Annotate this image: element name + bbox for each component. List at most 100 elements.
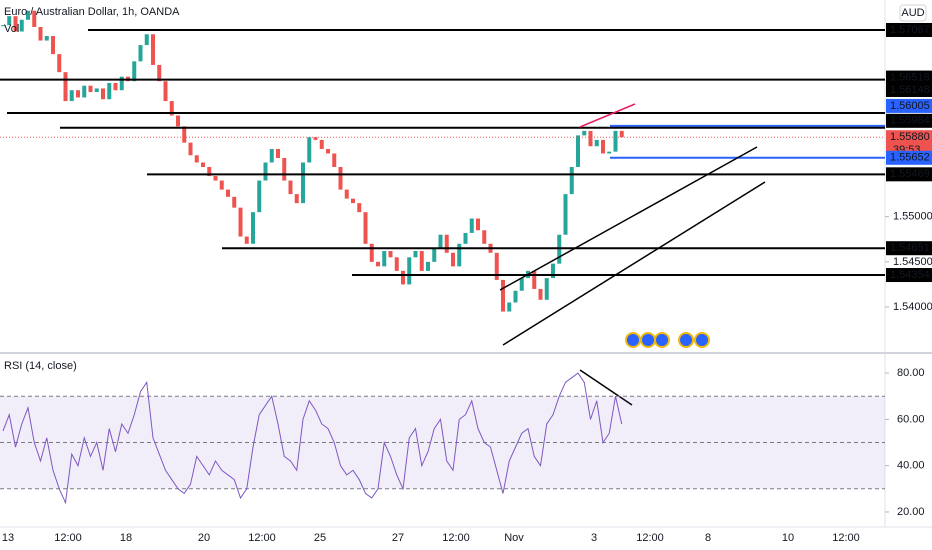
candle-body: [519, 278, 524, 291]
candle-body: [294, 194, 299, 204]
price-label: 1.55880: [890, 131, 930, 143]
candle-body: [326, 148, 330, 154]
candle-body: [338, 167, 343, 190]
candle-body: [451, 252, 455, 267]
candle-body: [413, 251, 418, 258]
price-label: 1.54354: [890, 269, 930, 281]
candle-body: [544, 278, 549, 300]
candle-body: [269, 148, 274, 163]
candle-body: [507, 302, 512, 312]
trend-line[interactable]: [499, 146, 758, 291]
candle-body: [182, 126, 187, 143]
event-icon[interactable]: [694, 332, 710, 348]
price-label: 1.56518: [890, 71, 930, 83]
x-tick-label: 25: [314, 532, 326, 544]
candle-body: [219, 180, 224, 190]
candle-body: [538, 288, 543, 300]
candle-body: [363, 212, 368, 244]
candle-body: [238, 207, 243, 237]
candle-body: [369, 243, 374, 262]
candle-body: [469, 218, 474, 233]
candle-body: [63, 72, 68, 102]
price-label: 1.55984: [890, 115, 930, 127]
candle-body: [76, 90, 80, 98]
candle-body: [151, 34, 155, 65]
candle-body: [444, 234, 449, 253]
candle-body: [394, 257, 399, 271]
x-tick-label: 12:00: [636, 532, 664, 544]
candle-body: [357, 203, 362, 213]
symbol-title: Euro / Australian Dollar, 1h, OANDA: [4, 6, 180, 18]
candle-body: [319, 139, 324, 149]
candle-body: [7, 16, 12, 26]
candle-body: [107, 83, 112, 100]
candle-body: [476, 218, 480, 231]
candle-body: [332, 153, 337, 168]
currency-box[interactable]: [899, 4, 927, 22]
candle-body: [401, 270, 405, 285]
event-icon[interactable]: [625, 332, 641, 348]
x-tick-label: 12:00: [54, 532, 82, 544]
x-tick-label: 27: [392, 532, 404, 544]
candle-body: [32, 10, 37, 28]
trend-line[interactable]: [502, 181, 766, 346]
candle-body: [288, 180, 293, 195]
price-label: 1.56148: [890, 84, 930, 96]
price-label-box: [886, 167, 932, 182]
rsi-title: RSI (14, close): [4, 360, 77, 372]
price-label: 1.56005: [890, 100, 930, 112]
candle-body: [101, 88, 105, 100]
candle-body: [263, 162, 268, 181]
candle-body: [594, 139, 599, 147]
candle-body: [463, 232, 468, 244]
x-tick-label: 12:00: [442, 532, 470, 544]
candle-body: [613, 130, 618, 152]
price-label-box: [886, 268, 932, 283]
candle-body: [226, 189, 230, 197]
candle-body: [188, 142, 193, 156]
y-tick-label: 60.00: [897, 413, 925, 425]
candle-body: [276, 148, 280, 158]
price-label-box: [886, 22, 932, 37]
x-tick-label: 3: [591, 532, 597, 544]
candle-body: [176, 115, 180, 127]
y-tick-label: 40.00: [897, 460, 925, 472]
candle-body: [213, 176, 218, 181]
x-tick-label: 20: [198, 532, 210, 544]
candle-body: [419, 251, 424, 271]
candle-body: [282, 157, 287, 181]
rsi-trend-line[interactable]: [579, 369, 633, 406]
candle-body: [44, 36, 49, 41]
candle-body: [569, 167, 574, 195]
event-icon[interactable]: [654, 332, 670, 348]
candle-body: [532, 270, 537, 289]
event-icon[interactable]: [678, 332, 694, 348]
event-icon[interactable]: [640, 332, 656, 348]
rsi-line: [2, 372, 623, 505]
candle-body: [57, 54, 62, 73]
currency-label[interactable]: AUD: [901, 7, 924, 19]
candle-body: [51, 36, 55, 55]
trend-line[interactable]: [579, 103, 636, 128]
candle-body: [251, 212, 255, 244]
event-icons[interactable]: [625, 332, 710, 348]
candle-body: [163, 81, 168, 102]
candle-body: [619, 130, 624, 138]
candle-body: [432, 248, 437, 262]
candle-body: [457, 243, 462, 267]
price-label: 1.55469: [890, 168, 930, 180]
candle-body: [382, 251, 387, 267]
y-tick-label: 80.00: [897, 367, 925, 379]
candle-body: [19, 19, 24, 32]
price-label: 1.55652: [890, 152, 930, 164]
x-tick-label: 12:00: [248, 532, 276, 544]
price-label: 1.54651: [890, 242, 930, 254]
x-tick-label: 8: [705, 532, 711, 544]
candle-body: [201, 162, 205, 168]
candle-body: [257, 180, 262, 213]
candle-body: [307, 137, 312, 163]
candle-body: [88, 85, 93, 93]
candle-body: [482, 230, 487, 244]
candle-body: [13, 16, 18, 32]
